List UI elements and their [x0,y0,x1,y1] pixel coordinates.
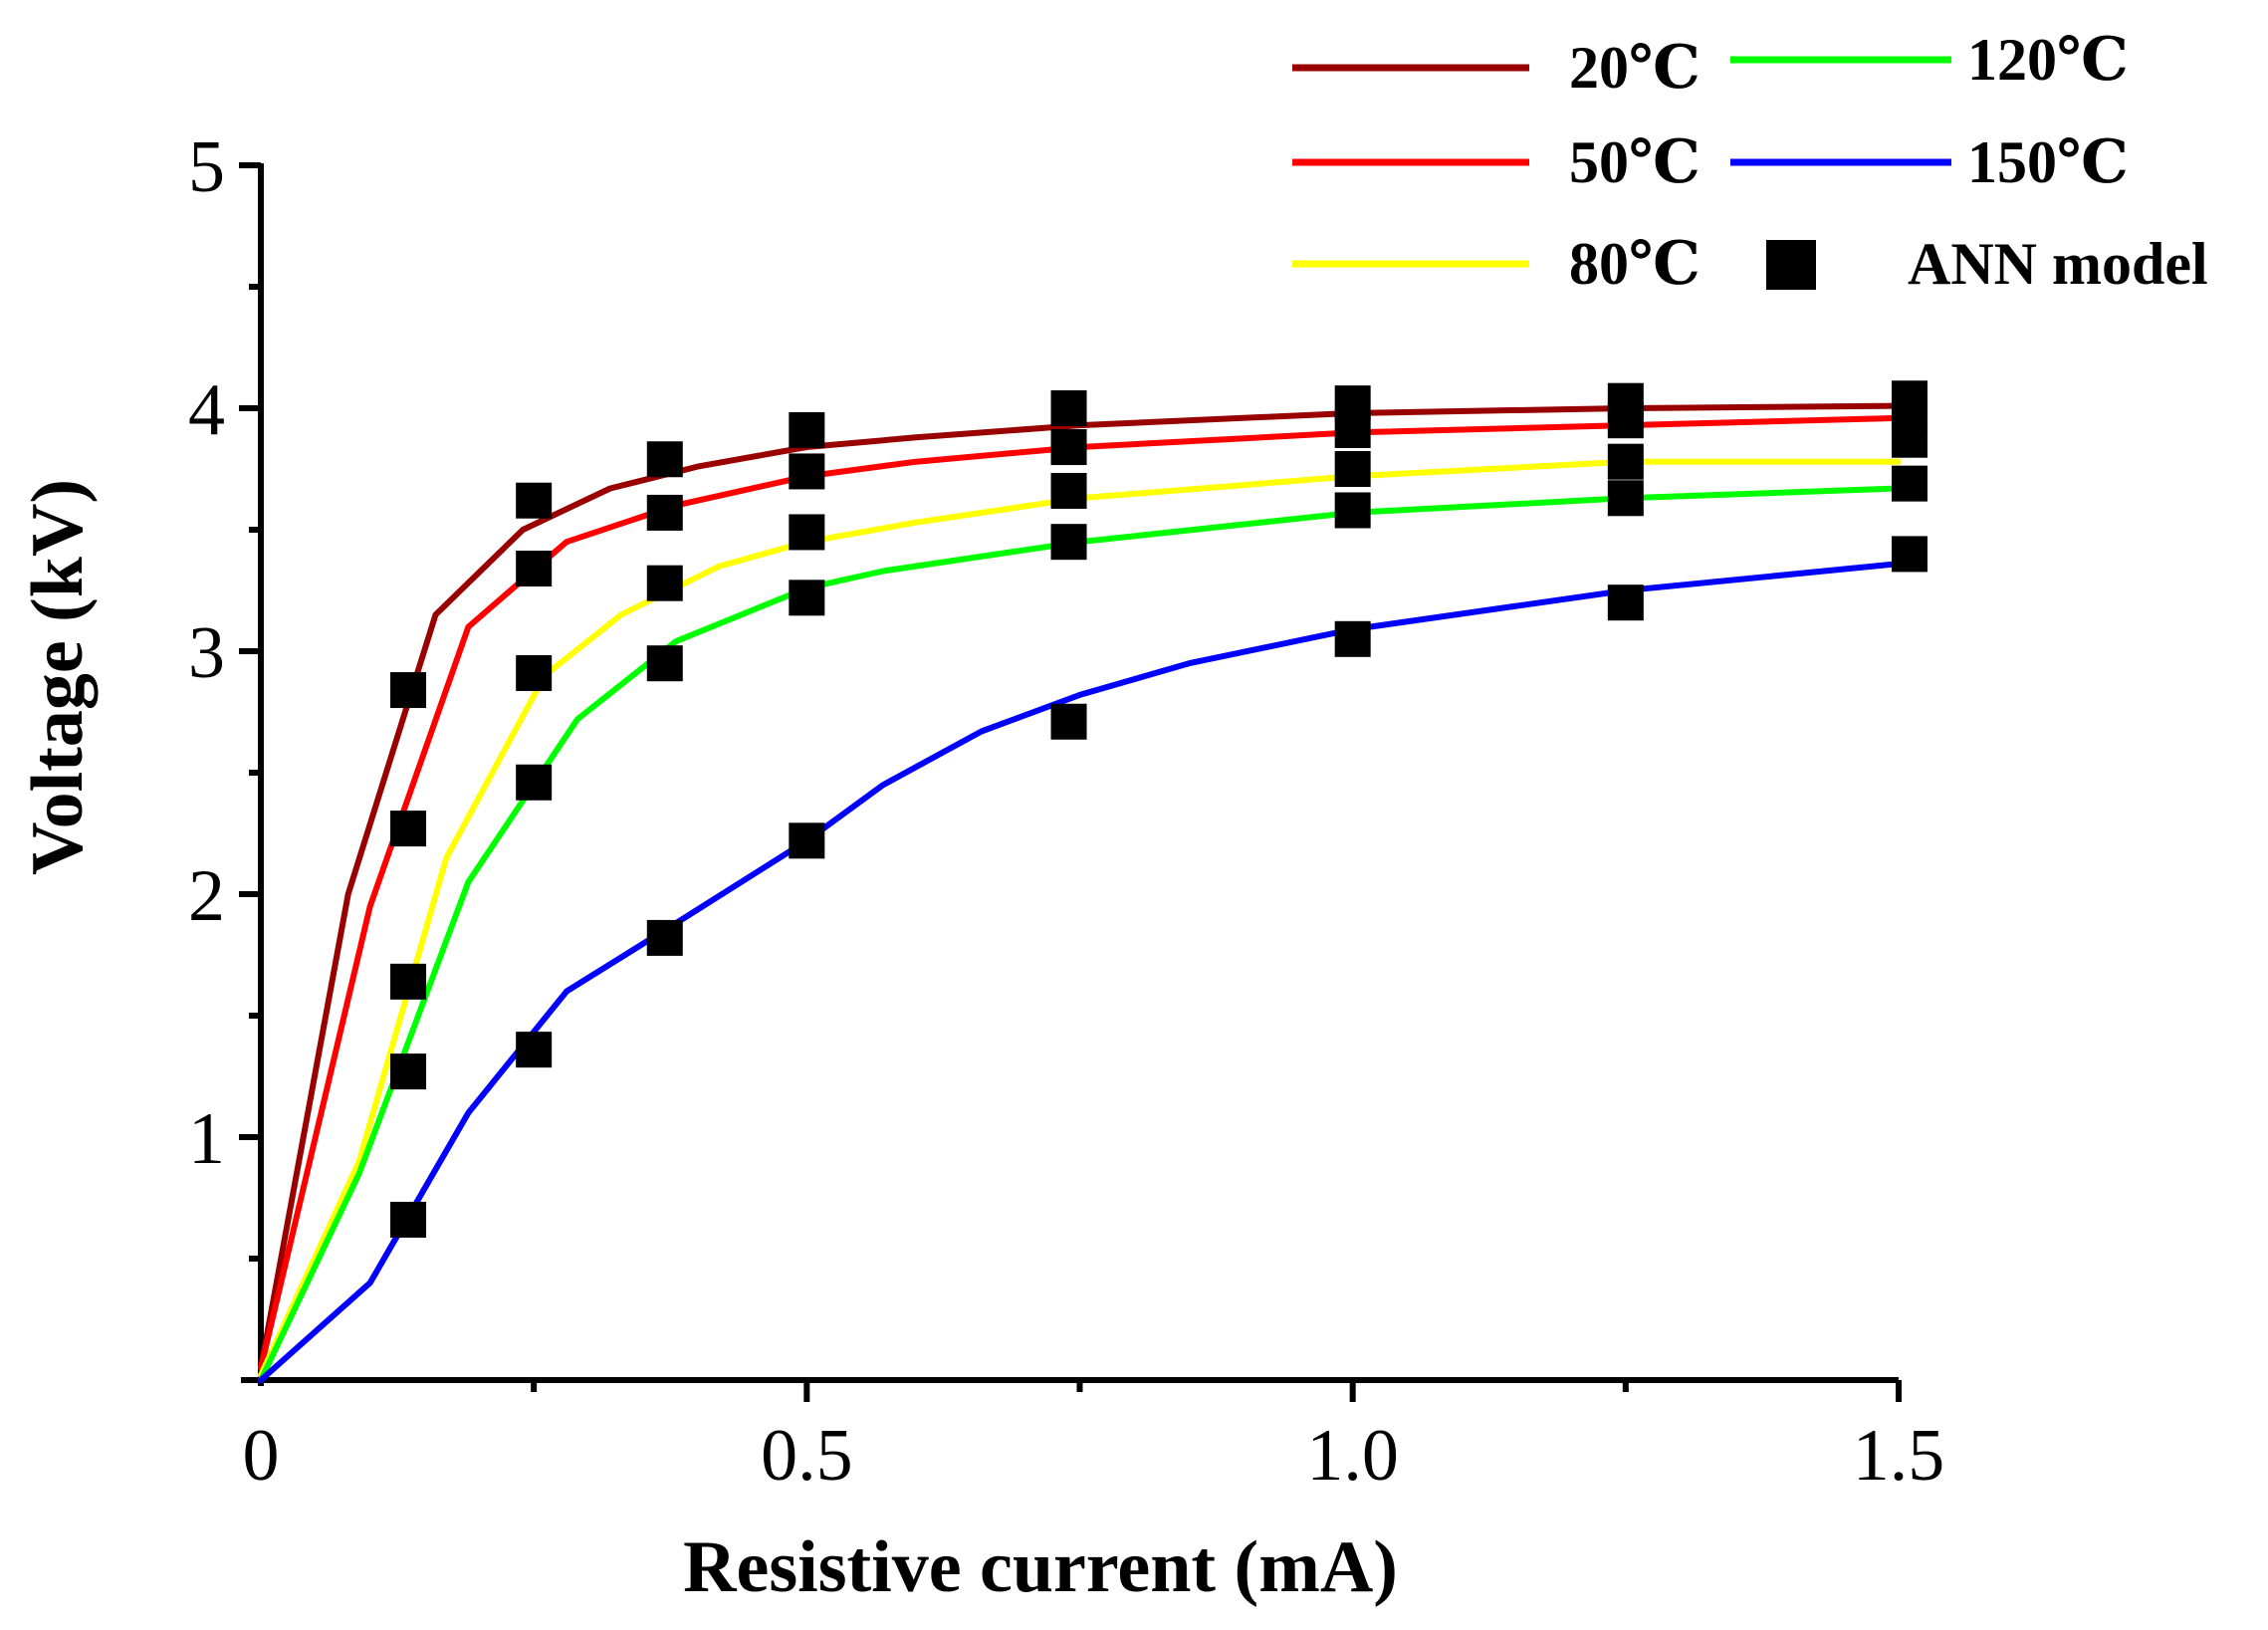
ann-marker [1607,480,1644,517]
ann-marker [516,764,553,801]
ann-marker [390,963,427,1000]
ann-marker [516,1032,553,1068]
ann-marker [1334,411,1371,448]
y-axis-title: Voltage (kV) [17,479,99,875]
legend-label: 150℃ [1967,129,2129,195]
x-tick-label: 0 [243,1415,280,1497]
ann-marker [390,672,427,709]
series-line [258,458,1902,1379]
series-line [258,402,1902,1371]
ann-marker [789,453,825,490]
ann-marker [1891,465,1928,502]
ann-marker [1334,492,1371,529]
x-tick-label: 1.5 [1853,1415,1945,1497]
legend: 20℃ 50℃ 80℃ 120℃ 150℃ ANN model [1292,27,2208,297]
ann-marker [789,580,825,616]
x-tick-label: 0.5 [761,1415,853,1497]
ann-marker [646,494,683,531]
ann-marker [1334,451,1371,487]
y-tick-label: 2 [188,855,225,937]
ann-marker [646,441,683,478]
ann-model-markers [390,380,1928,1238]
legend-label: ANN model [1908,231,2208,297]
legend-label: 120℃ [1967,27,2129,93]
ann-marker [646,645,683,682]
series-line [258,485,1902,1383]
ann-marker [646,919,683,956]
ann-marker [1607,402,1644,439]
ann-marker [1334,620,1371,657]
legend-label: 20℃ [1569,35,1701,101]
ann-marker [1891,421,1928,458]
ann-marker [789,411,825,448]
ann-marker [390,811,427,847]
ann-marker [1050,390,1087,426]
y-tick-label: 3 [188,612,225,694]
ann-marker [789,822,825,859]
ann-marker [1891,536,1928,573]
ann-marker [1607,443,1644,480]
ann-marker [516,482,553,519]
series-line [258,414,1902,1371]
ann-marker [1050,524,1087,561]
legend-marker-swatch [1766,240,1816,290]
tick-labels: 1 2 3 4 5 0 0.5 1.0 1.5 [188,126,1944,1497]
legend-label: 50℃ [1569,129,1701,195]
legend-label: 80℃ [1569,231,1701,297]
y-tick-label: 4 [188,369,225,451]
ann-marker [1050,472,1087,509]
ann-marker [390,1053,427,1090]
y-tick-label: 5 [188,126,225,208]
ann-marker [390,1201,427,1238]
ann-marker [1607,584,1644,621]
ann-marker [516,551,553,587]
ann-marker [646,565,683,601]
ann-marker [789,514,825,551]
ann-marker [516,654,553,691]
x-axis-title: Resistive current (mA) [683,1526,1398,1608]
axes [239,162,1902,1402]
ann-marker [1050,429,1087,466]
y-tick-label: 1 [188,1098,225,1180]
series-line [258,561,1902,1383]
ann-marker [1050,703,1087,740]
x-tick-label: 1.0 [1306,1415,1399,1497]
